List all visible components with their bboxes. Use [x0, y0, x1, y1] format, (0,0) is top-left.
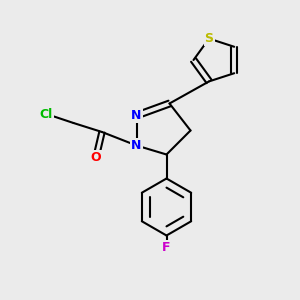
Text: N: N	[131, 109, 142, 122]
Text: S: S	[205, 32, 214, 45]
Text: F: F	[162, 241, 171, 254]
Text: O: O	[91, 151, 101, 164]
Text: N: N	[131, 139, 142, 152]
Text: Cl: Cl	[40, 107, 53, 121]
